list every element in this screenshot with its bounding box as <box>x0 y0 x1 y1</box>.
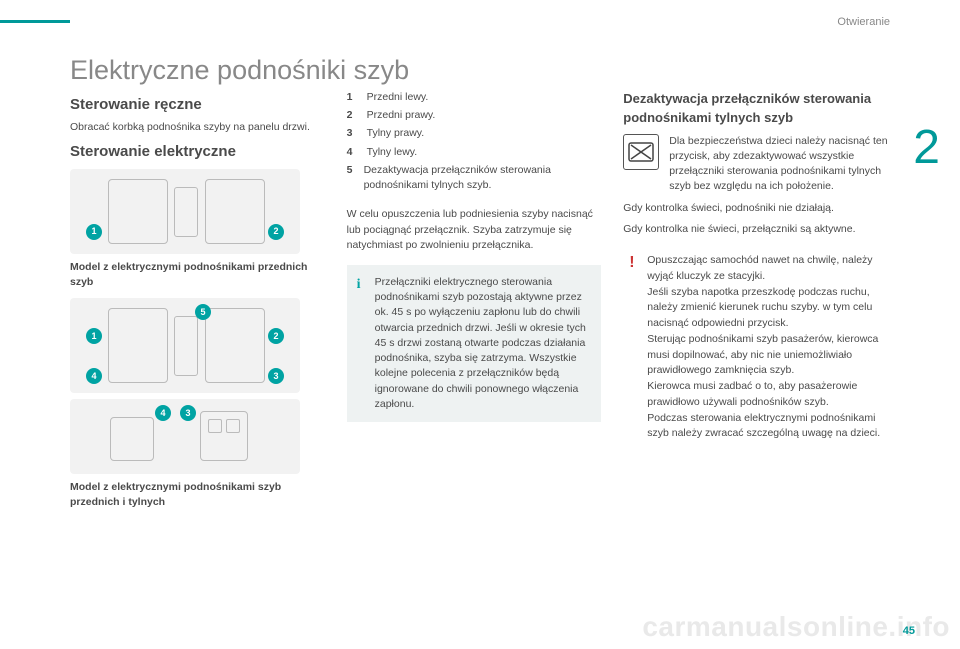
page-title: Elektryczne podnośniki szyb <box>70 55 890 86</box>
diagram-badge: 1 <box>86 328 102 344</box>
list-item: 4 Tylny lewy. <box>347 145 602 160</box>
legend-number: 2 <box>347 108 359 123</box>
info-box: Przełączniki elektrycznego sterowania po… <box>347 265 602 422</box>
heading-electric: Sterowanie elektryczne <box>70 141 325 163</box>
legend-text: Tylny lewy. <box>367 145 418 160</box>
icon-description: Dla bezpieczeństwa dzieci należy nacisną… <box>669 134 890 195</box>
legend-text: Tylny prawy. <box>367 126 425 141</box>
diagram-badge: 4 <box>155 405 171 421</box>
warning-text: Opuszczając samochód nawet na chwilę, na… <box>647 254 880 439</box>
diagram-badge: 3 <box>268 368 284 384</box>
legend-text: Dezaktywacja przełączników sterowania po… <box>364 163 602 193</box>
columns: Sterowanie ręczne Obracać korbką podnośn… <box>70 90 890 519</box>
section-label: Otwieranie <box>837 16 890 28</box>
text-operation: W celu opuszczenia lub podniesienia szyb… <box>347 207 602 253</box>
text-manual: Obracać korbką podnośnika szyby na panel… <box>70 120 325 135</box>
diagram-front-windows: 12 <box>70 169 300 254</box>
list-item: 5 Dezaktywacja przełączników sterowania p… <box>347 163 602 193</box>
column-left: Sterowanie ręczne Obracać korbką podnośn… <box>70 90 325 519</box>
legend-number: 4 <box>347 145 359 160</box>
warning-box: Opuszczając samochód nawet na chwilę, na… <box>623 247 890 448</box>
switch-legend-list: 1 Przedni lewy. 2 Przedni prawy. 3 Tylny pr… <box>347 90 602 193</box>
diagram-all-windows: 12543 <box>70 298 300 393</box>
text-indicator-off: Gdy kontrolka nie świeci, przełączniki s… <box>623 222 890 237</box>
diagram-badge: 2 <box>268 224 284 240</box>
page-number: 45 <box>903 625 915 637</box>
caption-front: Model z elektrycznymi podnośnikami przed… <box>70 260 325 290</box>
diagram-badge: 1 <box>86 224 102 240</box>
list-item: 3 Tylny prawy. <box>347 126 602 141</box>
legend-text: Przedni lewy. <box>367 90 429 105</box>
info-text: Przełączniki elektrycznego sterowania po… <box>375 276 586 410</box>
legend-text: Przedni prawy. <box>367 108 436 123</box>
diagram-rear-switches: 43 <box>70 399 300 474</box>
legend-number: 5 <box>347 163 356 193</box>
text-indicator-on: Gdy kontrolka świeci, podnośniki nie dzi… <box>623 201 890 216</box>
legend-number: 1 <box>347 90 359 105</box>
rear-window-lock-icon <box>623 134 659 170</box>
heading-deactivate: Dezaktywacja przełączników sterowania po… <box>623 90 890 128</box>
header-accent-bar <box>0 20 70 23</box>
legend-number: 3 <box>347 126 359 141</box>
diagram-badge: 4 <box>86 368 102 384</box>
list-item: 1 Przedni lewy. <box>347 90 602 105</box>
heading-manual: Sterowanie ręczne <box>70 94 325 116</box>
list-item: 2 Przedni prawy. <box>347 108 602 123</box>
chapter-number: 2 <box>913 120 940 175</box>
column-right: Dezaktywacja przełączników sterowania po… <box>623 90 890 519</box>
diagram-badge: 2 <box>268 328 284 344</box>
diagram-badge: 3 <box>180 405 196 421</box>
page-content: Elektryczne podnośniki szyb Sterowanie r… <box>70 55 890 619</box>
icon-text-row: Dla bezpieczeństwa dzieci należy nacisną… <box>623 134 890 195</box>
column-middle: 1 Przedni lewy. 2 Przedni prawy. 3 Tylny pr… <box>347 90 602 519</box>
caption-all: Model z elektrycznymi podnośnikami szyb … <box>70 480 325 510</box>
